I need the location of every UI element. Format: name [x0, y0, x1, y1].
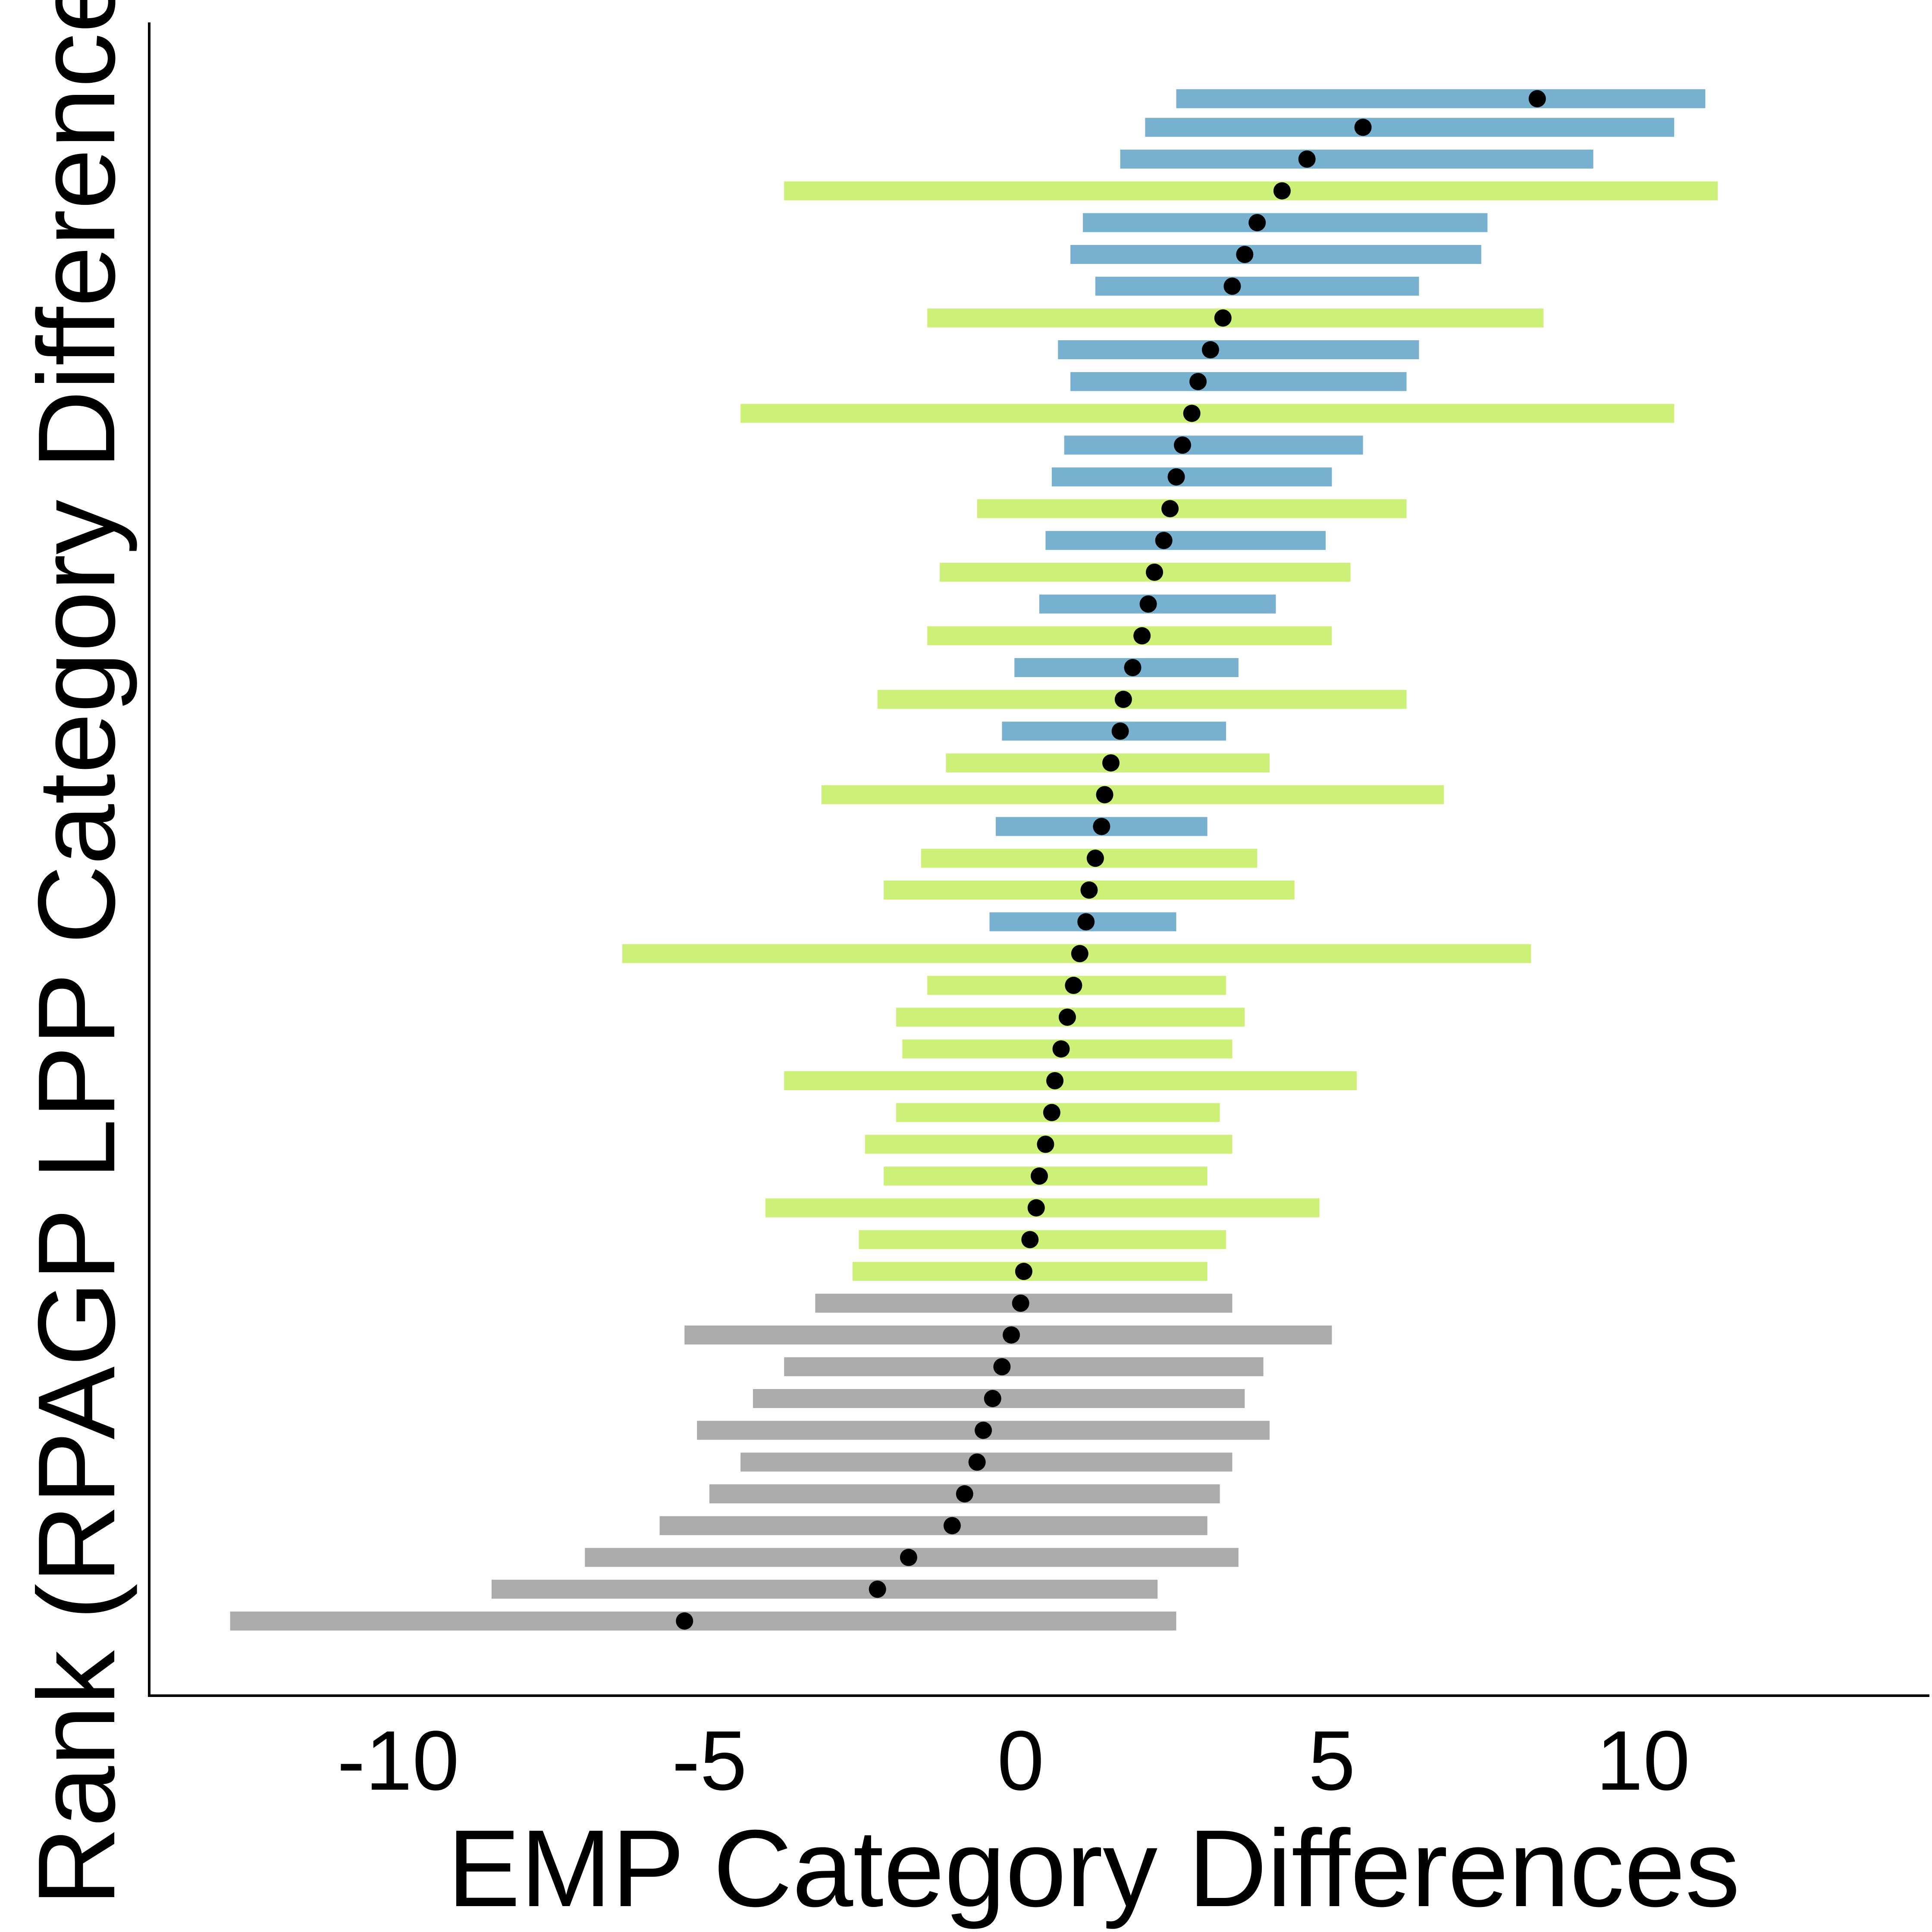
- point: [869, 1581, 886, 1598]
- point: [1015, 1263, 1032, 1280]
- point: [1528, 90, 1546, 107]
- point: [1139, 595, 1157, 613]
- error-bars: [230, 89, 1718, 1631]
- point: [1012, 1294, 1029, 1312]
- x-tick-label: -10: [337, 1713, 459, 1808]
- point: [1052, 1040, 1070, 1058]
- point: [984, 1389, 1001, 1407]
- point: [1236, 245, 1254, 263]
- x-axis-label: EMP Category Differences: [447, 1807, 1740, 1929]
- point: [1354, 119, 1372, 136]
- point: [1077, 913, 1095, 931]
- point: [1080, 881, 1098, 899]
- point: [1298, 150, 1316, 168]
- x-tick-label: 5: [1308, 1713, 1355, 1808]
- point: [1173, 436, 1191, 454]
- point: [1114, 690, 1132, 708]
- x-tick-label: -5: [672, 1713, 747, 1808]
- point: [1003, 1326, 1020, 1344]
- point: [1189, 373, 1207, 390]
- point: [1058, 1008, 1076, 1026]
- point: [956, 1485, 973, 1503]
- point: [993, 1358, 1011, 1376]
- point: [1248, 214, 1266, 232]
- point: [1161, 500, 1179, 518]
- point: [1155, 532, 1173, 549]
- point: [1214, 309, 1232, 327]
- x-tick-label: 0: [997, 1713, 1044, 1808]
- point: [1223, 277, 1241, 295]
- point: [1043, 1104, 1060, 1121]
- point: [1146, 563, 1164, 581]
- point: [1133, 627, 1151, 645]
- point: [1086, 850, 1104, 867]
- point: [975, 1421, 992, 1439]
- point: [1201, 341, 1219, 359]
- point: [1111, 722, 1129, 740]
- point: [1021, 1231, 1039, 1248]
- x-tick-label: 10: [1596, 1713, 1690, 1808]
- point: [1183, 405, 1201, 422]
- y-axis-label: Rank (RPAGP LPP Category Differences): [15, 0, 138, 1906]
- point: [1065, 976, 1082, 994]
- point: [1046, 1072, 1064, 1090]
- point: [1027, 1199, 1045, 1217]
- point: [1102, 754, 1120, 772]
- point: [968, 1453, 986, 1471]
- point: [1037, 1135, 1054, 1153]
- point: [943, 1517, 961, 1534]
- point: [1273, 182, 1291, 200]
- point: [1124, 659, 1142, 676]
- point: [1031, 1167, 1048, 1185]
- points: [676, 90, 1546, 1630]
- point: [1071, 945, 1088, 963]
- point: [676, 1612, 693, 1630]
- point: [1096, 786, 1113, 803]
- point: [1093, 818, 1110, 835]
- point: [900, 1549, 917, 1566]
- point: [1167, 468, 1185, 486]
